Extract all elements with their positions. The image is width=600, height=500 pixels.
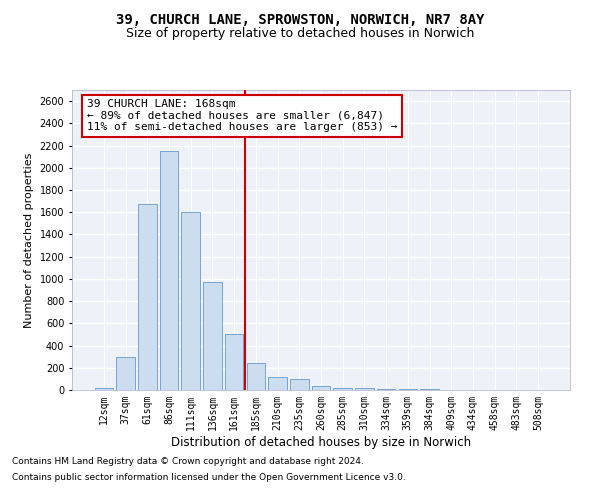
Bar: [225, 334, 244, 390]
X-axis label: Distribution of detached houses by size in Norwich: Distribution of detached houses by size …: [171, 436, 471, 448]
Text: Size of property relative to detached houses in Norwich: Size of property relative to detached ho…: [126, 28, 474, 40]
Bar: [312, 386, 330, 390]
Text: 39 CHURCH LANE: 168sqm
← 89% of detached houses are smaller (6,847)
11% of semi-: 39 CHURCH LANE: 168sqm ← 89% of detached…: [87, 99, 397, 132]
Bar: [247, 363, 265, 390]
Bar: [138, 204, 157, 390]
Bar: [268, 376, 287, 390]
Bar: [160, 151, 178, 390]
Text: 39, CHURCH LANE, SPROWSTON, NORWICH, NR7 8AY: 39, CHURCH LANE, SPROWSTON, NORWICH, NR7…: [116, 12, 484, 26]
Bar: [290, 379, 308, 390]
Bar: [377, 389, 395, 390]
Bar: [203, 282, 221, 390]
Bar: [116, 356, 135, 390]
Bar: [355, 388, 374, 390]
Y-axis label: Number of detached properties: Number of detached properties: [24, 152, 34, 328]
Bar: [95, 388, 113, 390]
Text: Contains HM Land Registry data © Crown copyright and database right 2024.: Contains HM Land Registry data © Crown c…: [12, 458, 364, 466]
Bar: [181, 212, 200, 390]
Text: Contains public sector information licensed under the Open Government Licence v3: Contains public sector information licen…: [12, 472, 406, 482]
Bar: [334, 388, 352, 390]
